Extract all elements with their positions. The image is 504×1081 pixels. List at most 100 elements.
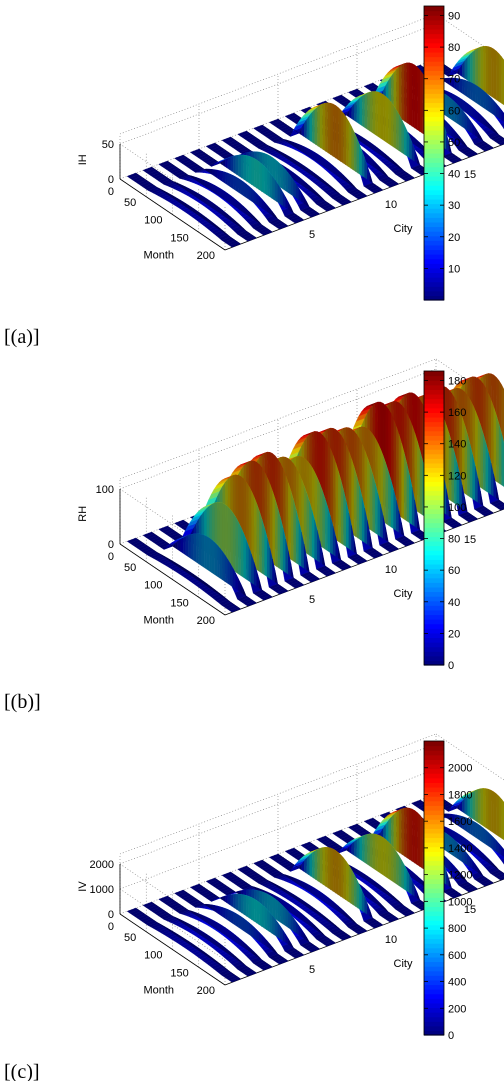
y-tick-label: 200 xyxy=(197,615,215,627)
colorbar-tick-label: 60 xyxy=(448,565,460,577)
chart-panel-1: 5101520501001502000500CityMonthIH1020304… xyxy=(4,5,504,348)
chart-panel-2: 5 10 15 20 50 100 150 200 0 100 0 City Month RH 0 20 40 6… xyxy=(4,358,504,713)
colorbar-tick-label: 1000 xyxy=(448,896,472,908)
colorbar-tick-label: 2000 xyxy=(448,763,472,775)
z-tick-label: 1000 xyxy=(90,884,114,896)
colorbar-tick-label: 600 xyxy=(448,950,466,962)
z-tick-label: 0 xyxy=(108,909,114,921)
y-axis-label: Month xyxy=(143,984,174,996)
y-tick-label: 50 xyxy=(124,932,136,944)
x-tick-label: 15 xyxy=(464,534,476,546)
y-axis-label: Month xyxy=(143,614,174,626)
colorbar-tick-label: 80 xyxy=(448,42,460,54)
surface xyxy=(126,788,504,983)
colorbar-tick-label: 40 xyxy=(448,597,460,609)
colorbar-tick-label: 20 xyxy=(448,232,460,244)
colorbar-tick-label: 200 xyxy=(448,1003,466,1015)
z-axis-label: RH xyxy=(77,506,89,522)
city-ribbon-9 xyxy=(253,124,368,200)
z-tick-label: 0 xyxy=(108,174,114,186)
panel-label: [(a)] xyxy=(4,326,40,348)
y-axis-line xyxy=(119,543,226,616)
tick-labels: 5 10 15 20 50 100 150 200 0 50 0 xyxy=(102,139,476,262)
city-ribbon-1 xyxy=(126,907,242,983)
y-tick-label: 100 xyxy=(144,215,162,227)
colorbar-tick-label: 800 xyxy=(448,923,466,935)
colorbar-tick-label: 10 xyxy=(448,263,460,275)
y-tick-label-zero: 0 xyxy=(108,186,114,198)
city-ribbon-2 xyxy=(142,166,257,242)
x-tick-label: 15 xyxy=(464,904,476,916)
colorbar: 0 200 400 600 800 1000 1200 1400 1600 1800 2000 xyxy=(423,740,472,1042)
chart-panel-3: 5101520501001502000100020000CityMonthIV0… xyxy=(4,733,504,1081)
colorbar-tick-label: 30 xyxy=(448,200,460,212)
y-axis-label: Month xyxy=(143,249,174,261)
colorbar-tick-label: 100 xyxy=(448,502,466,514)
y-tick-label-zero: 0 xyxy=(108,921,114,933)
surface xyxy=(126,373,504,613)
z-axis-label: IH xyxy=(77,154,89,165)
colorbar-tick-label: 60 xyxy=(448,105,460,117)
z-tick-label: 50 xyxy=(102,139,114,151)
colorbar-tick-label: 160 xyxy=(448,407,466,419)
colorbar-tick-label: 70 xyxy=(448,74,460,86)
y-tick-label: 200 xyxy=(197,250,215,262)
x-tick-label: 15 xyxy=(464,169,476,181)
colorbar-tick-label: 1800 xyxy=(448,789,472,801)
city-ribbon-4 xyxy=(174,154,289,230)
z-tick-label: 100 xyxy=(96,484,114,496)
colorbar-tick-label: 0 xyxy=(448,660,454,672)
x-tick-label: 5 xyxy=(309,229,315,241)
y-axis-line xyxy=(119,913,226,986)
city-ribbon-5 xyxy=(189,883,305,959)
city-ribbon-4 xyxy=(174,889,289,965)
x-tick-label: 10 xyxy=(385,199,397,211)
z-tick-label: 0 xyxy=(108,539,114,551)
y-tick-label: 50 xyxy=(124,562,136,574)
y-tick-label: 150 xyxy=(170,232,188,244)
city-ribbon-5 xyxy=(189,148,305,224)
x-axis-label: City xyxy=(394,958,413,970)
city-ribbon-1 xyxy=(126,537,242,613)
city-ribbon-10 xyxy=(268,847,384,929)
colorbar-tick-label: 20 xyxy=(448,628,460,640)
panel-label: [(b)] xyxy=(4,691,41,713)
x-tick-label: 10 xyxy=(385,564,397,576)
colorbar: 10 20 30 40 50 60 70 80 90 xyxy=(423,5,460,301)
x-axis-label: City xyxy=(394,223,413,235)
tick-labels: 51015205010015020001000 xyxy=(96,484,476,627)
z-tick-label: 2000 xyxy=(90,859,114,871)
colorbar-tick-label: 120 xyxy=(448,470,466,482)
y-tick-label: 150 xyxy=(170,967,188,979)
city-ribbon-13 xyxy=(316,833,431,911)
colorbar-tick-label: 50 xyxy=(448,137,460,149)
colorbar-tick-label: 0 xyxy=(448,1030,454,1042)
city-ribbon-2 xyxy=(142,901,257,977)
tick-labels: 5101520501001502000100020000 xyxy=(90,859,477,997)
colorbar-tick-label: 400 xyxy=(448,977,466,989)
city-ribbon-3 xyxy=(158,160,273,236)
y-tick-label: 100 xyxy=(144,950,162,962)
colorbar-tick-label: 180 xyxy=(448,375,466,387)
city-ribbon-10 xyxy=(268,102,384,194)
city-ribbon-13 xyxy=(316,91,431,176)
city-ribbon-9 xyxy=(253,859,368,935)
colorbar: 0 20 40 60 80 100 120 140 160 180 xyxy=(423,370,466,672)
city-ribbon-8 xyxy=(237,130,352,206)
city-ribbon-3 xyxy=(158,895,273,971)
colorbar-tick-label: 1600 xyxy=(448,816,472,828)
colorbar-tick-label: 80 xyxy=(448,534,460,546)
x-tick-label: 5 xyxy=(309,594,315,606)
city-ribbon-1 xyxy=(126,172,242,248)
y-tick-label: 50 xyxy=(124,197,136,209)
colorbar-tick-label: 90 xyxy=(448,10,460,22)
colorbar-tick-label: 40 xyxy=(448,169,460,181)
x-axis-label: City xyxy=(394,588,413,600)
x-tick-label: 5 xyxy=(309,964,315,976)
x-tick-label: 10 xyxy=(385,934,397,946)
y-tick-label: 200 xyxy=(197,985,215,997)
panel-label: [(c)] xyxy=(4,1061,40,1081)
y-axis-line xyxy=(119,178,226,251)
colorbar-tick-label: 140 xyxy=(448,439,466,451)
